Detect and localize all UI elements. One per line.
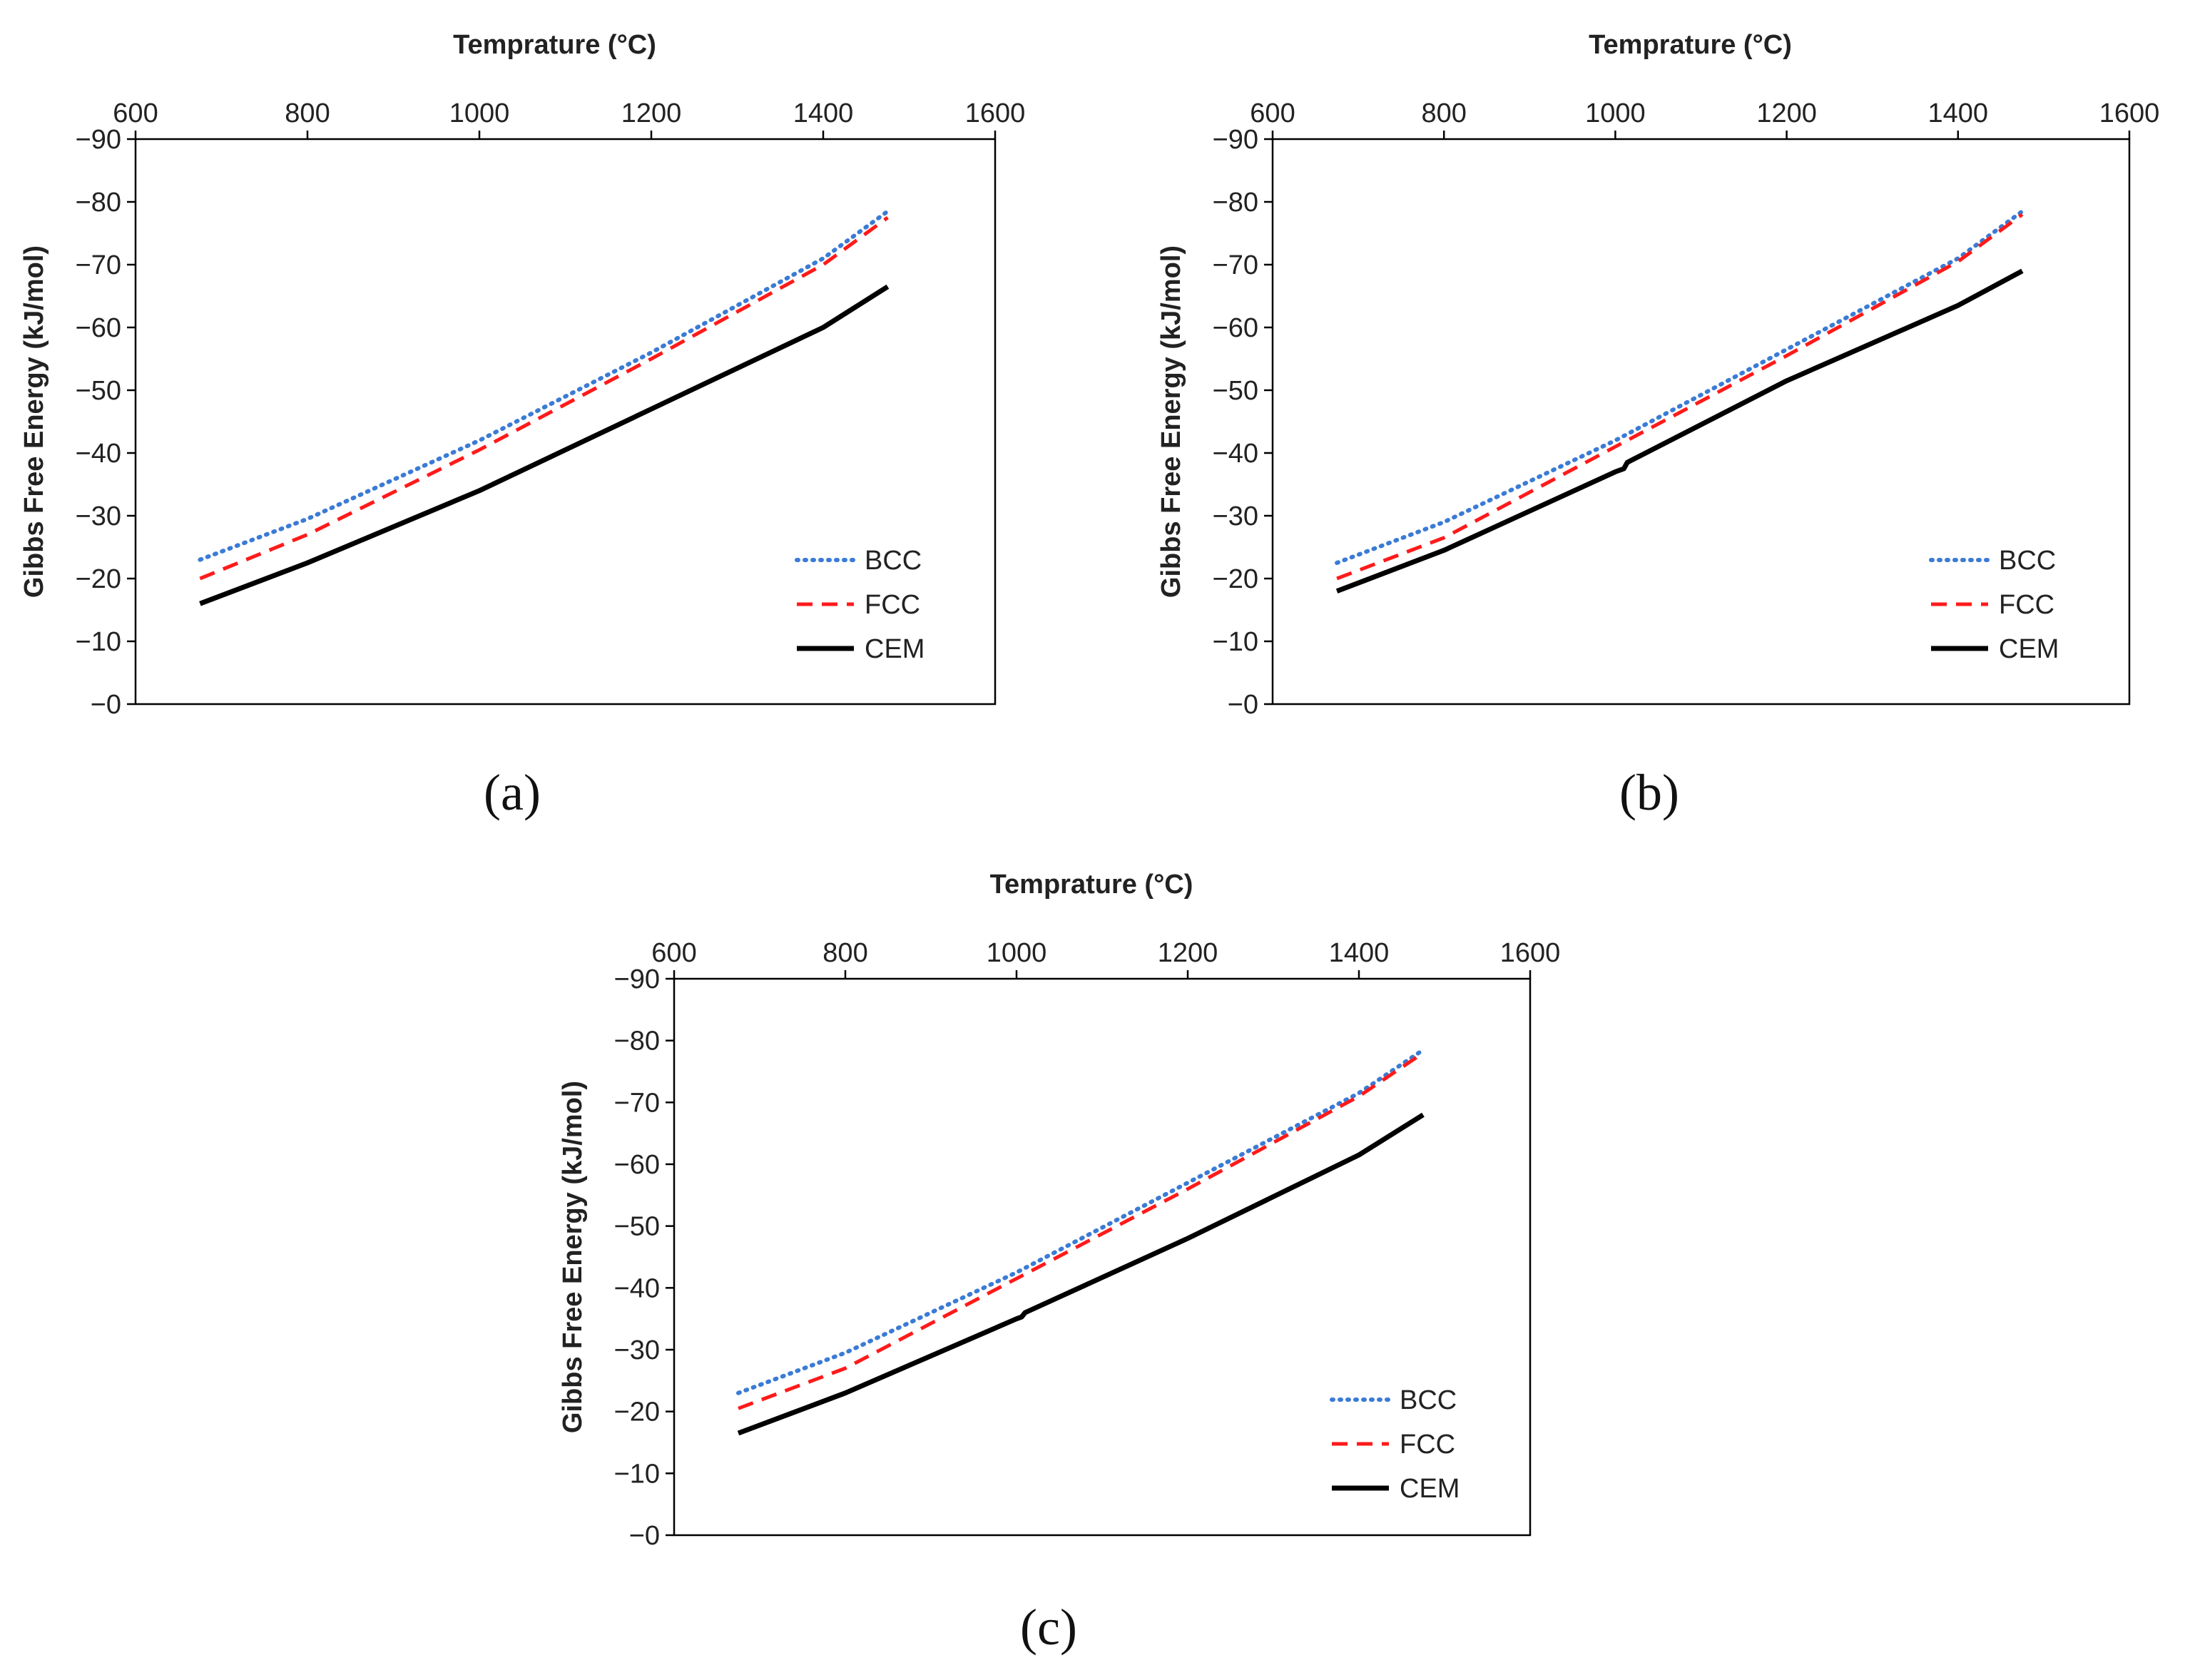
series-line-cem xyxy=(737,1112,1425,1436)
y-tick-label: −20 xyxy=(1213,564,1258,594)
x-tick-label: 800 xyxy=(285,98,330,128)
series-line-cem xyxy=(1335,268,2024,594)
y-tick-label: −50 xyxy=(1213,376,1258,406)
x-tick-label: 1600 xyxy=(2099,98,2160,128)
x-tick-label: 1600 xyxy=(965,98,1026,128)
y-tick-label: −70 xyxy=(614,1088,660,1118)
panel-label: (a) xyxy=(484,764,541,821)
legend-label-fcc: FCC xyxy=(1400,1430,1455,1460)
y-tick-label: −40 xyxy=(76,439,121,469)
legend-label-fcc: FCC xyxy=(1999,590,2054,620)
panel-label: (c) xyxy=(1020,1599,1077,1656)
x-axis-title: Temprature (°C) xyxy=(453,30,656,60)
x-tick-label: 600 xyxy=(113,98,158,128)
series-line-bcc xyxy=(198,209,890,562)
legend-label-bcc: BCC xyxy=(1400,1385,1457,1415)
x-axis-title: Temprature (°C) xyxy=(1589,30,1792,60)
y-tick-label: −90 xyxy=(614,964,660,994)
plot-frame xyxy=(673,977,1532,1537)
x-tick-label: 600 xyxy=(651,938,696,968)
y-tick-label: −50 xyxy=(614,1212,660,1242)
series-line-cem xyxy=(199,284,890,606)
y-tick-label: −90 xyxy=(76,125,121,155)
panel-label: (b) xyxy=(1619,764,1679,821)
x-tick-label: 1400 xyxy=(793,98,854,128)
y-tick-label: −60 xyxy=(1213,313,1258,343)
x-tick-label: 1200 xyxy=(621,98,682,128)
legend-label-fcc: FCC xyxy=(865,590,920,620)
series-line-fcc xyxy=(199,215,889,581)
chart-panel-c: 600 800 1000 1200 1400 1600 −90 −80 −70 −60 −50 −40… xyxy=(558,870,1560,1656)
y-tick-label: −20 xyxy=(76,564,121,594)
series-line-fcc xyxy=(738,1051,1425,1410)
x-tick-label: 1000 xyxy=(987,938,1047,968)
y-tick-label: −50 xyxy=(76,376,121,406)
x-tick-label: 1400 xyxy=(1329,938,1390,968)
y-tick-label: −80 xyxy=(614,1027,660,1057)
x-tick-label: 1200 xyxy=(1756,98,1817,128)
y-axis-title: Gibbs Free Energy (kJ/mol) xyxy=(1156,245,1186,598)
y-tick-label: −30 xyxy=(1213,502,1258,531)
x-tick-label: 1000 xyxy=(449,98,510,128)
plot-frame xyxy=(1271,138,2131,706)
y-tick-label: −80 xyxy=(76,188,121,218)
y-tick-label: −90 xyxy=(1213,125,1258,155)
x-tick-label: 1400 xyxy=(1928,98,1989,128)
series-line-bcc xyxy=(736,1047,1425,1395)
x-tick-label: 800 xyxy=(1421,98,1466,128)
legend-label-bcc: BCC xyxy=(865,546,922,576)
y-tick-label: −40 xyxy=(1213,439,1258,469)
series-line-bcc xyxy=(1335,209,2024,565)
x-tick-label: 1200 xyxy=(1158,938,1218,968)
y-tick-label: −0 xyxy=(629,1521,660,1551)
legend-label-cem: CEM xyxy=(1400,1474,1460,1504)
x-axis-title: Temprature (°C) xyxy=(990,870,1193,900)
y-axis-title: Gibbs Free Energy (kJ/mol) xyxy=(558,1081,588,1433)
chart-panel-b: 600 800 1000 1200 1400 1600 −90 −80 −70 −60 −50 −40… xyxy=(1156,30,2159,821)
x-tick-label: 1600 xyxy=(1500,938,1561,968)
y-axis-title: Gibbs Free Energy (kJ/mol) xyxy=(19,245,49,598)
y-tick-label: −20 xyxy=(614,1398,660,1427)
plot-frame xyxy=(134,138,997,706)
y-tick-label: −60 xyxy=(614,1150,660,1180)
x-tick-label: 800 xyxy=(822,938,867,968)
y-tick-label: −30 xyxy=(76,502,121,531)
series-line-fcc xyxy=(1336,213,2024,581)
legend-label-cem: CEM xyxy=(1999,634,2059,664)
y-tick-label: −80 xyxy=(1213,188,1258,218)
x-tick-label: 600 xyxy=(1250,98,1295,128)
y-tick-label: −70 xyxy=(76,250,121,280)
y-tick-label: −40 xyxy=(614,1273,660,1303)
legend-label-bcc: BCC xyxy=(1999,546,2056,576)
chart-panel-a: 600 800 1000 1200 1400 1600 −90 −80 −70 −60 −50 −40… xyxy=(19,30,1025,821)
y-tick-label: −60 xyxy=(76,313,121,343)
y-tick-label: −0 xyxy=(1228,690,1258,720)
y-tick-label: −0 xyxy=(91,690,121,720)
y-tick-label: −10 xyxy=(76,627,121,657)
y-tick-label: −10 xyxy=(614,1459,660,1489)
x-tick-label: 1000 xyxy=(1585,98,1646,128)
y-tick-label: −10 xyxy=(1213,627,1258,657)
legend-label-cem: CEM xyxy=(865,634,925,664)
y-tick-label: −70 xyxy=(1213,250,1258,280)
y-tick-label: −30 xyxy=(614,1335,660,1365)
